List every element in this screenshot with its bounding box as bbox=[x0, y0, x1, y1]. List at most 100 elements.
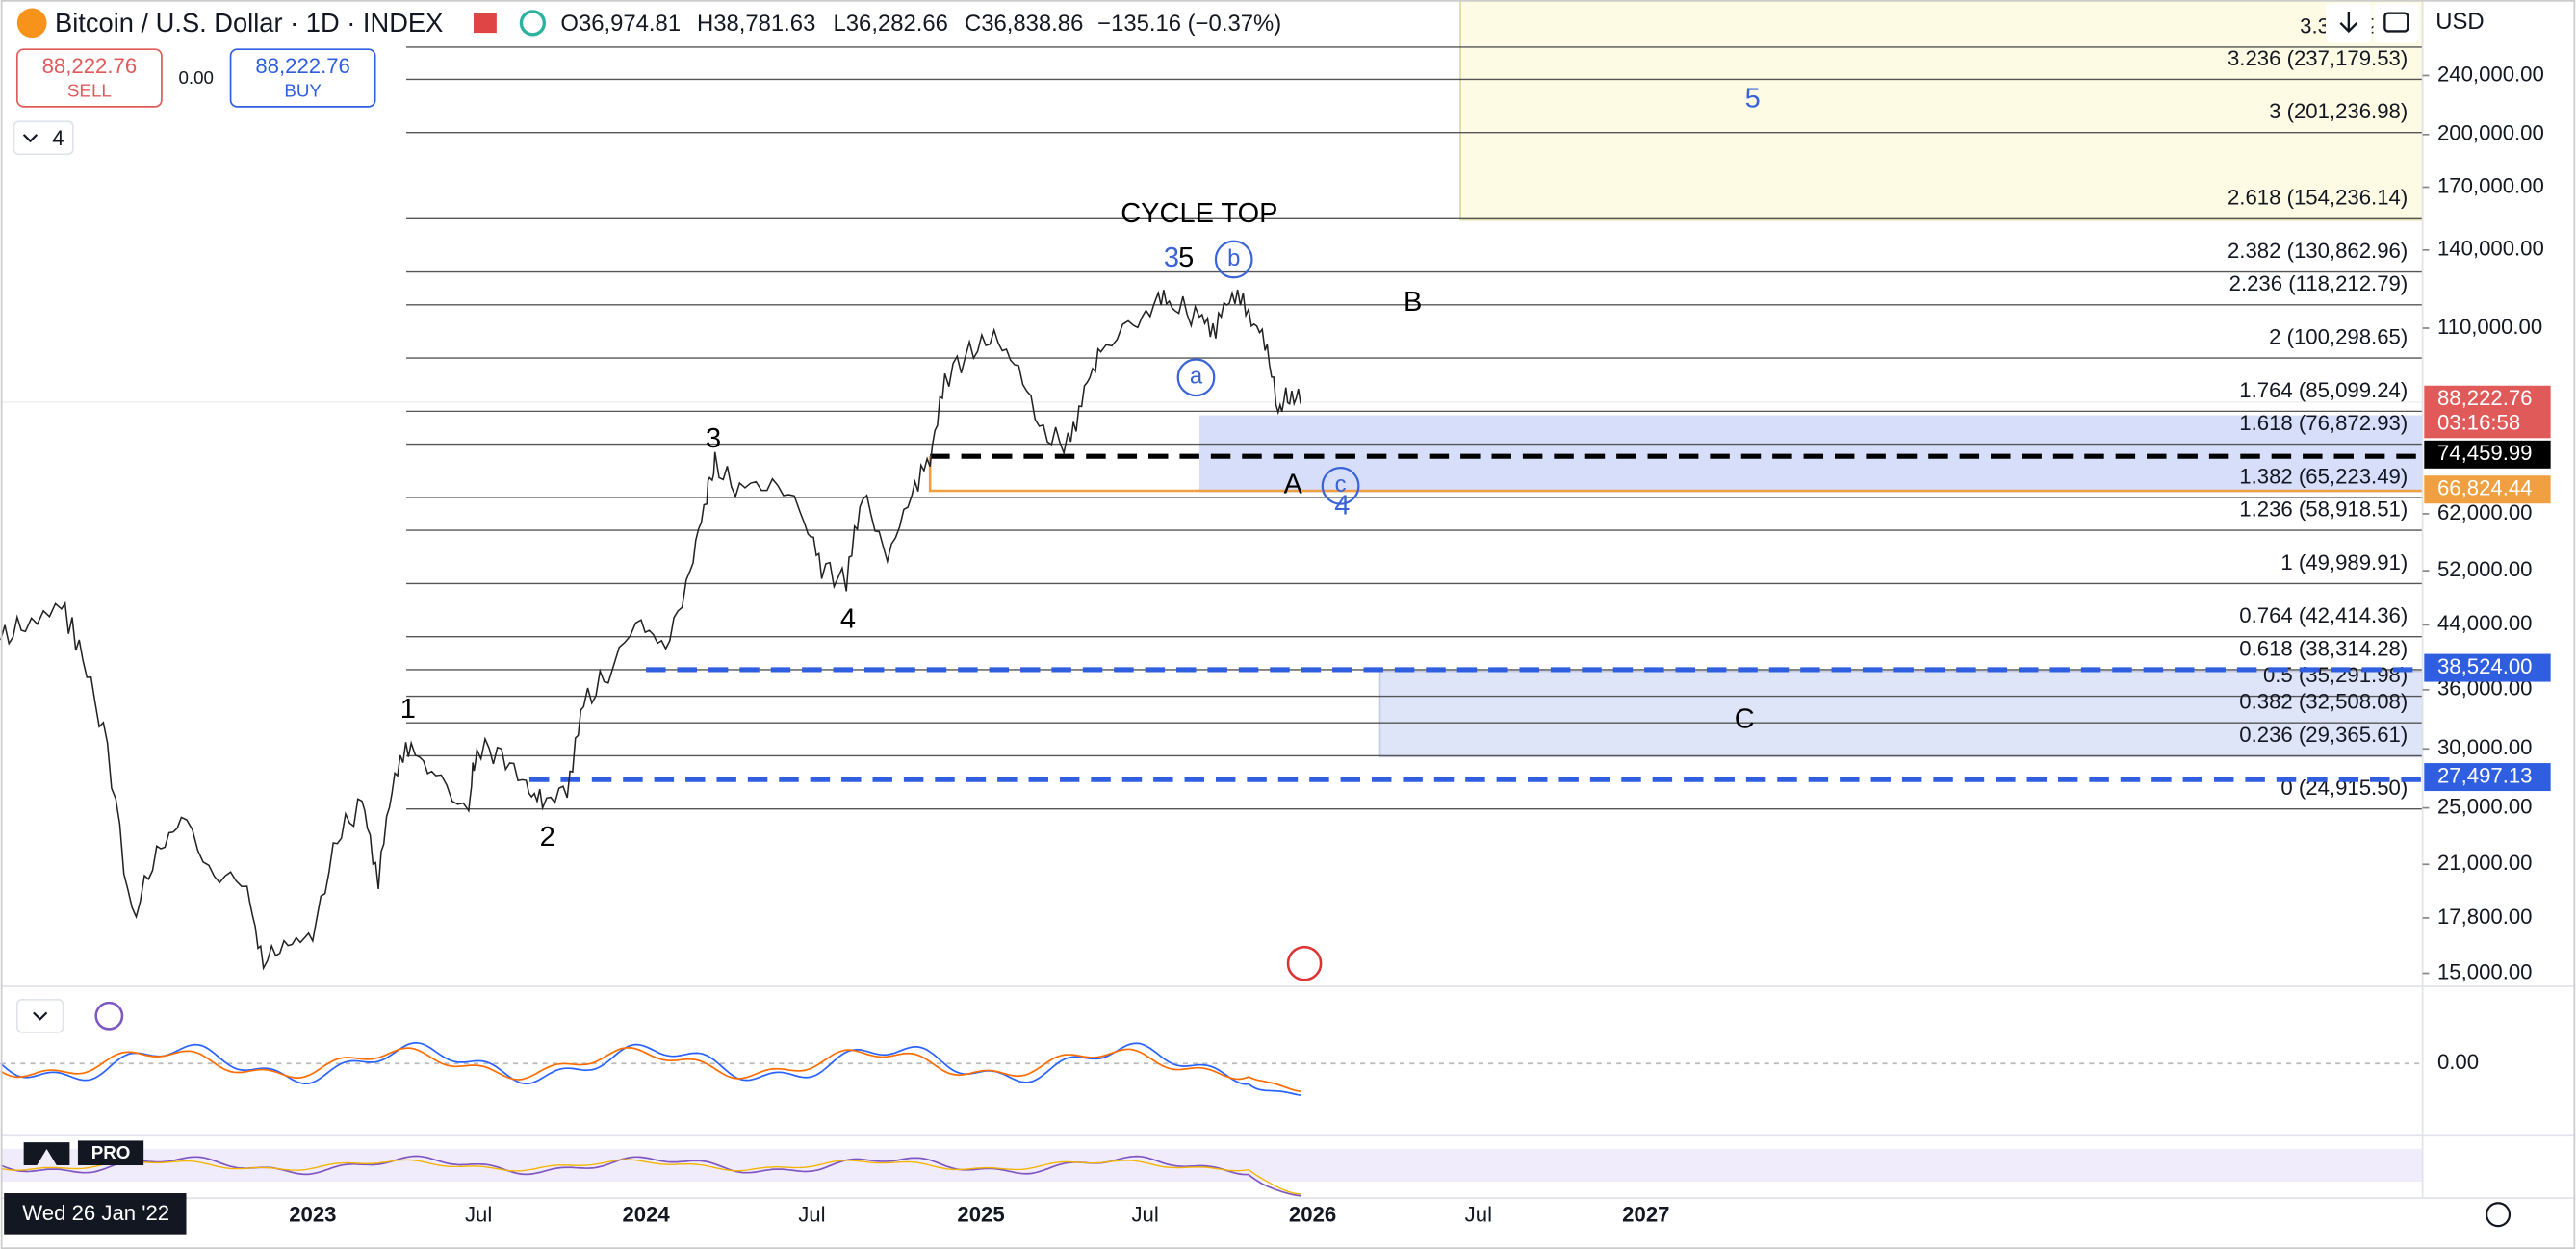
buy-button[interactable] bbox=[229, 48, 376, 108]
fib-label: 1.764 (85,099.24) bbox=[2239, 378, 2408, 402]
price-badge-label: 74,459.99 bbox=[2437, 441, 2533, 465]
price-badge-label: 27,497.13 bbox=[2437, 763, 2533, 787]
fib-label: 2.382 (130,862.96) bbox=[2228, 239, 2408, 263]
macd-axis-label: 0.00 bbox=[2437, 1050, 2479, 1074]
wave-label: 5 bbox=[1178, 242, 1194, 273]
indicators-count: 4 bbox=[52, 126, 64, 150]
status-icon bbox=[519, 10, 547, 37]
time-tick-label: 2027 bbox=[1622, 1203, 1669, 1227]
price-tick-label: 140,000.00 bbox=[2437, 237, 2544, 261]
price-badge bbox=[2424, 653, 2551, 682]
logo-mark bbox=[23, 1142, 70, 1166]
logo-badge bbox=[77, 1140, 144, 1166]
buy-price: 88,222.76 bbox=[255, 54, 350, 78]
fib-label: 3.236 (237,179.53) bbox=[2228, 46, 2408, 70]
wave-label: 2 bbox=[540, 822, 555, 853]
wave-label: c bbox=[1335, 472, 1347, 497]
price-badge-label: 88,222.76 bbox=[2437, 386, 2533, 410]
fib-label: 0.618 (38,314.28) bbox=[2239, 636, 2408, 660]
price-badge-label: 38,524.00 bbox=[2437, 654, 2533, 678]
logo-text: PRO bbox=[91, 1142, 131, 1162]
sync-icon[interactable] bbox=[94, 1001, 124, 1031]
price-tick-label: 30,000.00 bbox=[2437, 735, 2533, 759]
fib-label: 2.236 (118,212.79) bbox=[2229, 271, 2409, 295]
wave-label: 3 bbox=[706, 423, 721, 454]
fib-label: 1.382 (65,223.49) bbox=[2239, 464, 2408, 488]
spread: 0.00 bbox=[178, 67, 214, 88]
wave-circle bbox=[1176, 358, 1216, 397]
wave-label: 4 bbox=[840, 603, 856, 634]
fib-label: 0.382 (32,508.08) bbox=[2239, 690, 2408, 714]
cursor-date: Wed 26 Jan '22 bbox=[22, 1201, 169, 1225]
fib-label: 1.236 (58,918.51) bbox=[2239, 497, 2408, 521]
wave-label: A bbox=[1283, 470, 1302, 500]
time-tick-label: Jul bbox=[798, 1203, 825, 1227]
wave-label: 5 bbox=[1745, 84, 1761, 115]
time-tick-label: Jul bbox=[465, 1203, 492, 1227]
fib-label: 0.764 (42,414.36) bbox=[2239, 603, 2408, 627]
time-tick-label: Jul bbox=[1131, 1203, 1158, 1227]
price-tick-label: 170,000.00 bbox=[2437, 173, 2544, 197]
fib-label: 1.618 (76,872.93) bbox=[2239, 411, 2408, 435]
sell-price: 88,222.76 bbox=[42, 54, 138, 78]
symbol[interactable]: Bitcoin / U.S. Dollar · 1D · INDEX bbox=[55, 8, 443, 38]
ohlc-open: O36,974.81 bbox=[560, 11, 681, 37]
price-tick-label: 25,000.00 bbox=[2437, 794, 2533, 818]
orange-level bbox=[928, 456, 2423, 493]
flag-icon[interactable] bbox=[473, 13, 497, 34]
price-tick-label: 21,000.00 bbox=[2437, 851, 2533, 875]
time-tick-label: 2026 bbox=[1289, 1203, 1336, 1227]
change: −135.16 (−0.37%) bbox=[1097, 11, 1281, 37]
time-tick-label: 2025 bbox=[957, 1203, 1004, 1227]
price-tick-label: 200,000.00 bbox=[2437, 121, 2544, 145]
macd-line bbox=[0, 1041, 1301, 1097]
cursor-date-box bbox=[4, 1193, 187, 1235]
price-badge bbox=[2424, 385, 2551, 439]
download-icon bbox=[2339, 11, 2358, 34]
currency[interactable]: USD bbox=[2435, 9, 2484, 35]
price-tick-label: 62,000.00 bbox=[2437, 500, 2533, 524]
chevron bbox=[22, 134, 39, 143]
sell-button[interactable] bbox=[15, 48, 163, 108]
wave-circle bbox=[1321, 467, 1360, 505]
buy-label: BUY bbox=[284, 80, 322, 100]
wave-label: CYCLE TOP bbox=[1121, 198, 1277, 229]
wave-label: C bbox=[1735, 703, 1755, 734]
time-tick-label: Jul bbox=[1465, 1203, 1492, 1227]
price-badge bbox=[2424, 440, 2551, 469]
fib-label: 2 (100,298.65) bbox=[2269, 324, 2408, 348]
fullscreen-button[interactable] bbox=[2373, 3, 2420, 43]
rsi-band bbox=[0, 1148, 2423, 1183]
signal-line bbox=[0, 1046, 1301, 1092]
settings-icon[interactable] bbox=[2486, 1202, 2512, 1228]
fib-levels: 3.382 (262,3.236 (237,179.53)3 (201,236.… bbox=[406, 13, 2423, 810]
fib-label: 0.236 (29,365.61) bbox=[2239, 723, 2408, 747]
fib-label: 3 (201,236.98) bbox=[2269, 99, 2408, 123]
ohlc-close: C36,838.86 bbox=[965, 11, 1083, 37]
price-tick-label: 52,000.00 bbox=[2437, 557, 2533, 581]
rsi-ma bbox=[0, 1159, 1301, 1195]
price-badge bbox=[2424, 475, 2551, 504]
target-zone bbox=[1459, 0, 2424, 221]
price-tick-label: 110,000.00 bbox=[2437, 315, 2542, 339]
pane-toggle[interactable] bbox=[15, 998, 64, 1033]
fib-label: 0.5 (35,291.98) bbox=[2263, 663, 2408, 687]
price-line bbox=[0, 289, 1301, 971]
fib-label: 2.618 (154,236.14) bbox=[2228, 186, 2408, 210]
indicators-toggle[interactable] bbox=[13, 120, 74, 156]
event-icon[interactable] bbox=[1286, 945, 1323, 981]
wave-label: 1 bbox=[400, 694, 416, 725]
time-tick-label: 2024 bbox=[622, 1203, 670, 1227]
price-tick-label: 15,000.00 bbox=[2437, 959, 2533, 983]
wave-label: 3 bbox=[1164, 242, 1179, 273]
ohlc-high: H38,781.63 bbox=[697, 11, 815, 37]
time-axis: 2023 Jul 2024 Jul 2025 Jul 2026 Jul 2027 bbox=[289, 1203, 1669, 1227]
wave-label: 4 bbox=[1334, 491, 1350, 522]
sell-label: SELL bbox=[67, 80, 112, 100]
wave-label: a bbox=[1190, 364, 1203, 390]
wave-label: b bbox=[1227, 245, 1240, 271]
